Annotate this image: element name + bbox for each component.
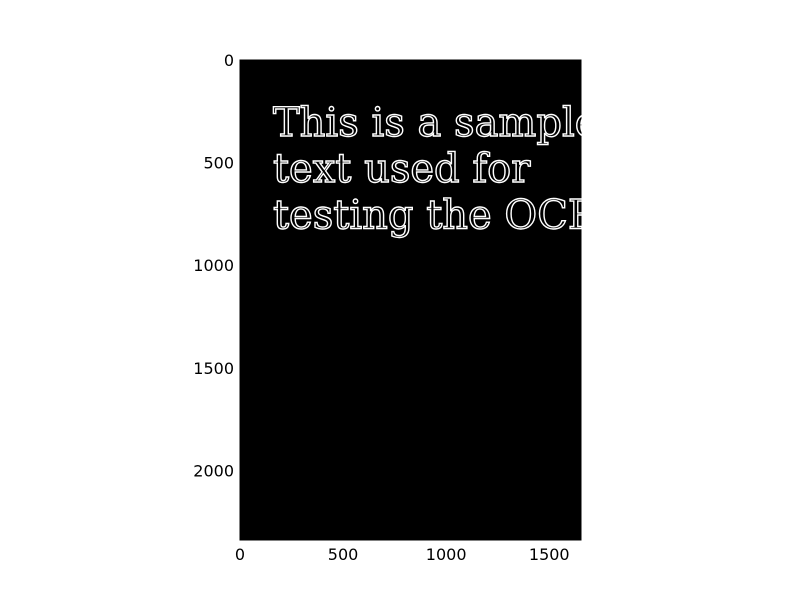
x-tick-label: 1500 bbox=[529, 545, 570, 564]
y-tick-label: 0 bbox=[224, 51, 234, 70]
x-axis: 0 500 1000 1500 bbox=[235, 534, 570, 564]
image-text-line: text used for bbox=[273, 146, 531, 192]
image-plot-area bbox=[239, 59, 582, 541]
y-tick-label: 500 bbox=[203, 154, 234, 173]
image-text-line: This is a sample bbox=[273, 100, 598, 146]
y-axis: 0 500 1000 1500 2000 bbox=[193, 51, 246, 480]
x-tick-label: 1000 bbox=[426, 545, 467, 564]
image-text-line: testing the OCR bbox=[273, 192, 600, 238]
x-tick-label: 500 bbox=[328, 545, 359, 564]
y-tick-label: 2000 bbox=[193, 461, 234, 480]
y-tick-label: 1500 bbox=[193, 359, 234, 378]
y-tick-label: 1000 bbox=[193, 256, 234, 275]
x-tick-label: 0 bbox=[235, 545, 245, 564]
